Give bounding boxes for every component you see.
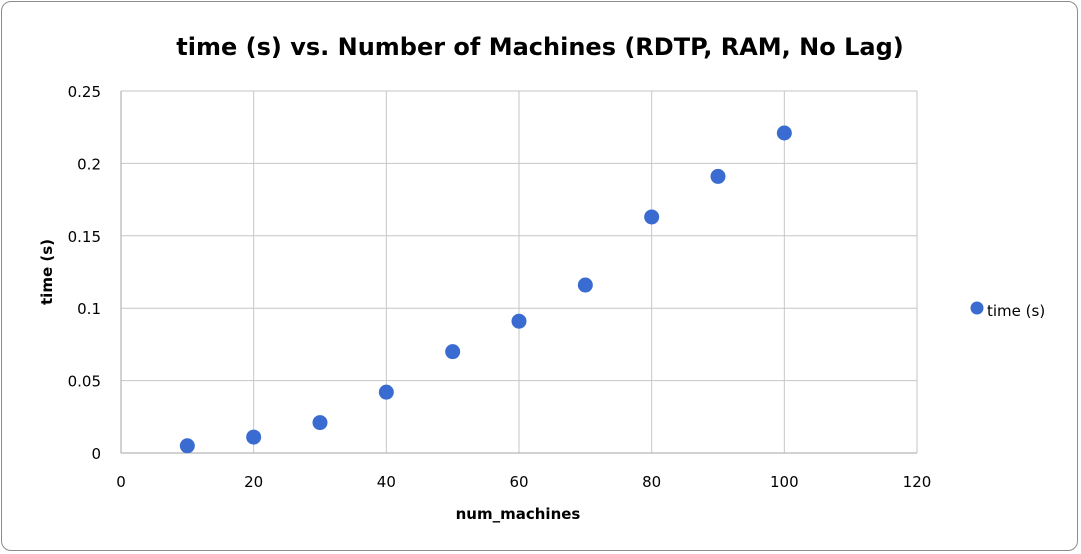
- x-tick-label: 120: [903, 473, 932, 491]
- tick-labels: 0 20 40 60 80 100 120 0 0.05 0.1 0.15 0.2 0.25: [68, 83, 932, 491]
- data-point: [445, 344, 461, 360]
- data-point: [179, 438, 195, 454]
- x-axis-title: num_machines: [456, 505, 581, 523]
- data-points: [179, 125, 792, 454]
- y-tick-label: 0: [91, 445, 101, 463]
- legend-marker: [970, 301, 984, 315]
- x-tick-label: 60: [509, 473, 528, 491]
- y-tick-label: 0.05: [68, 373, 101, 391]
- y-tick-label: 0.1: [77, 300, 101, 318]
- y-tick-label: 0.2: [77, 155, 101, 173]
- y-tick-label: 0.15: [68, 228, 101, 246]
- data-point: [378, 384, 394, 400]
- data-point: [312, 415, 328, 431]
- x-tick-label: 100: [770, 473, 799, 491]
- data-point: [246, 429, 262, 445]
- x-tick-label: 0: [116, 473, 126, 491]
- data-point: [511, 313, 527, 329]
- data-point: [644, 209, 660, 225]
- grid-lines: [121, 90, 918, 453]
- x-tick-label: 80: [642, 473, 661, 491]
- data-point: [710, 168, 726, 184]
- x-tick-label: 20: [244, 473, 263, 491]
- data-point: [776, 125, 792, 141]
- data-point: [577, 277, 593, 293]
- chart-title: time (s) vs. Number of Machines (RDTP, R…: [176, 33, 903, 61]
- x-tick-label: 40: [377, 473, 396, 491]
- axes: [120, 91, 917, 454]
- legend: time (s): [970, 301, 1045, 320]
- y-axis-title: time (s): [38, 239, 56, 305]
- y-tick-label: 0.25: [68, 83, 101, 101]
- legend-label: time (s): [987, 302, 1045, 320]
